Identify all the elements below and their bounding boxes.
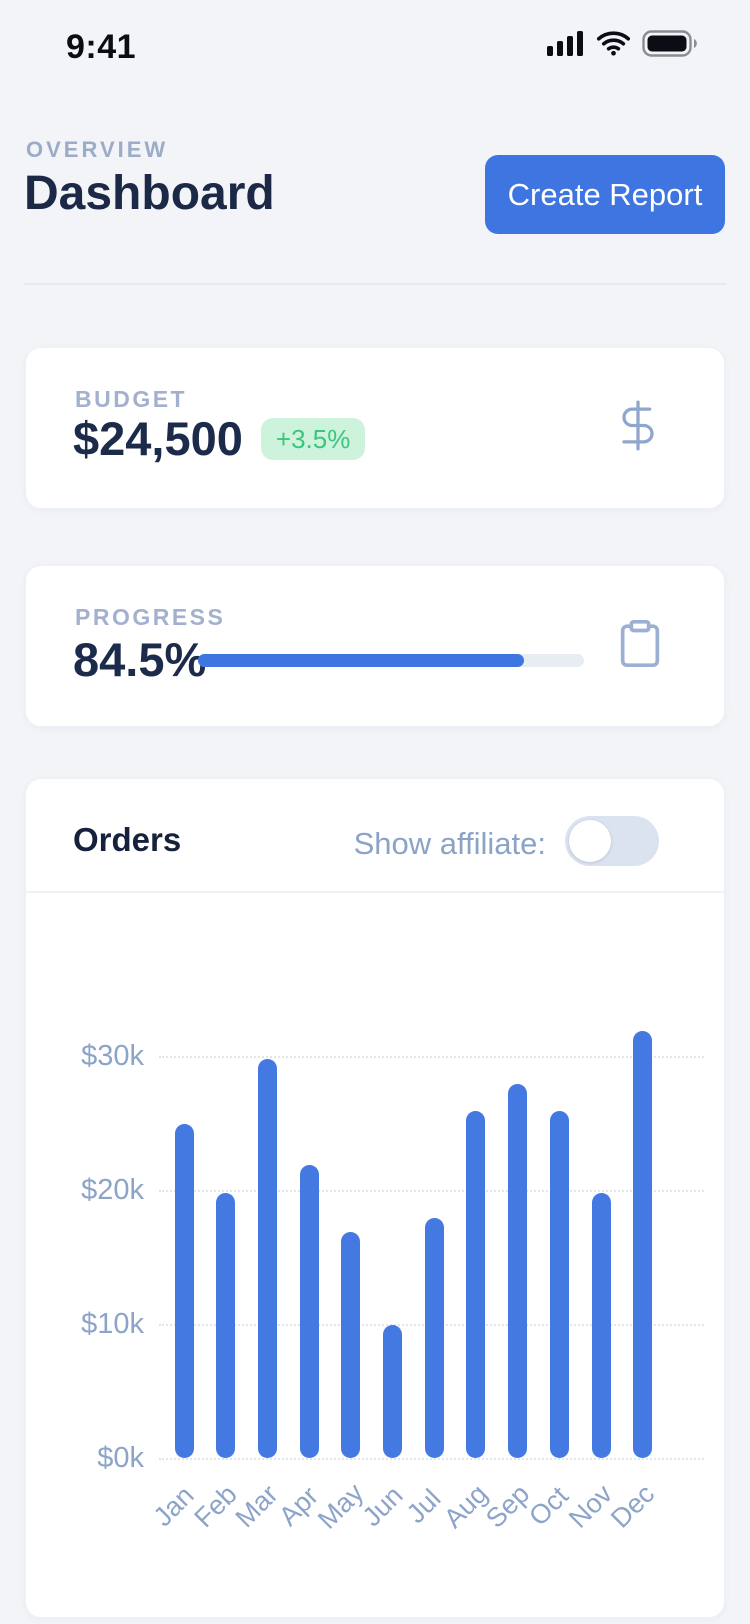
wifi-icon: [596, 31, 631, 56]
budget-label: BUDGET: [75, 386, 188, 412]
budget-value: $24,500: [73, 412, 243, 465]
bar-oct: [549, 1110, 569, 1458]
create-report-button[interactable]: Create Report: [485, 155, 725, 234]
bar-dec: [633, 1030, 653, 1458]
toggle-knob: [569, 820, 611, 862]
y-axis-tick-0k: $0k: [97, 1442, 144, 1474]
bar-jun: [383, 1325, 402, 1458]
bar-jul: [424, 1218, 444, 1458]
bar-nov: [591, 1192, 611, 1458]
gridline-0k: [159, 1458, 704, 1460]
progress-card: PROGRESS 84.5%: [25, 565, 725, 727]
orders-card: Orders Show affiliate: $0k $10k $20k $30k Ja…: [25, 778, 725, 1618]
bar-apr: [299, 1164, 319, 1458]
orders-card-divider: [26, 891, 724, 893]
clipboard-icon: [614, 618, 666, 675]
status-time: 9:41: [66, 28, 137, 66]
gridline-20k: [159, 1190, 704, 1192]
budget-delta-badge: +3.5%: [260, 417, 366, 460]
status-icons: [547, 30, 700, 57]
breadcrumb-overview: OVERVIEW: [26, 137, 169, 162]
gridline-30k: [159, 1056, 704, 1058]
page-title: Dashboard: [24, 167, 275, 220]
bar-sep: [508, 1084, 528, 1458]
orders-title: Orders: [73, 821, 182, 858]
progress-bar: [198, 654, 584, 667]
battery-icon: [642, 30, 697, 57]
header-divider: [24, 283, 727, 285]
bar-aug: [466, 1110, 486, 1458]
show-affiliate-toggle[interactable]: [565, 816, 659, 866]
orders-bar-chart: $0k $10k $20k $30k Jan Feb Mar Apr May Jun Jul Aug S…: [26, 779, 724, 1617]
budget-card: BUDGET $24,500 +3.5%: [25, 347, 725, 509]
progress-bar-fill: [198, 654, 525, 667]
show-affiliate-label: Show affiliate:: [353, 826, 546, 861]
dollar-sign-icon: [610, 398, 666, 459]
progress-label: PROGRESS: [75, 604, 226, 630]
bar-may: [341, 1231, 361, 1458]
bar-jan: [174, 1124, 194, 1458]
y-axis-tick-10k: $10k: [81, 1308, 144, 1340]
bar-mar: [257, 1058, 277, 1458]
y-axis-tick-20k: $20k: [81, 1174, 144, 1206]
bar-feb: [216, 1192, 236, 1458]
cellular-signal-icon: [547, 31, 583, 56]
progress-value: 84.5%: [73, 633, 207, 686]
y-axis-tick-30k: $30k: [81, 1040, 144, 1072]
